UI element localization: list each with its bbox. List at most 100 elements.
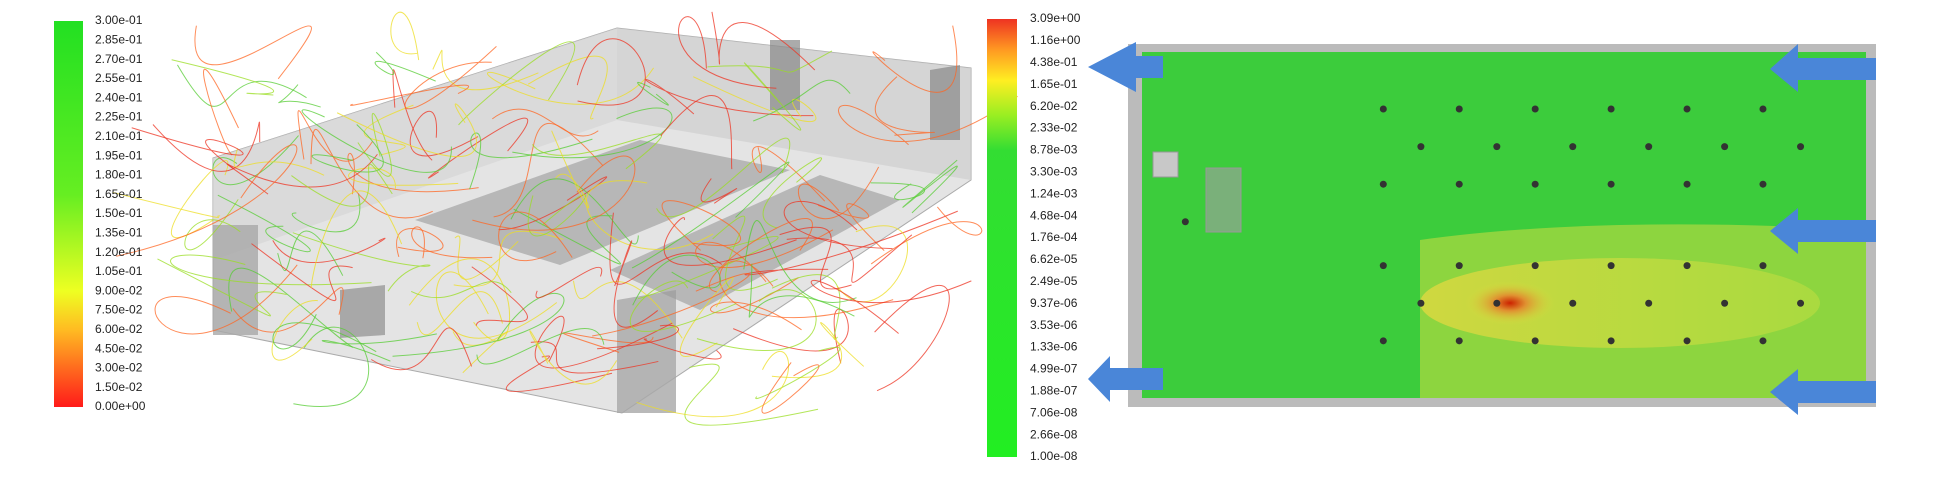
streamline — [510, 178, 639, 245]
streamline — [177, 64, 307, 107]
streamline — [390, 11, 420, 61]
streamline — [411, 226, 493, 259]
streamline — [751, 145, 826, 202]
streamlines — [112, 11, 1018, 426]
nozzle — [1683, 180, 1691, 188]
streamline — [638, 235, 779, 300]
streamline — [529, 330, 618, 385]
colorbar-label: 1.50e-01 — [95, 206, 143, 220]
streamline — [613, 240, 659, 328]
colorbar-label: 1.95e-01 — [95, 148, 143, 162]
nozzle — [1607, 105, 1615, 113]
colorbar-label: 1.24e-03 — [1030, 186, 1078, 200]
colorbar-label: 3.00e-02 — [95, 361, 143, 375]
nozzle — [1683, 262, 1691, 270]
nozzle — [1379, 105, 1387, 113]
streamline — [493, 123, 604, 218]
streamline — [310, 190, 403, 289]
nozzle — [1607, 262, 1615, 270]
streamline — [272, 237, 386, 263]
streamline — [292, 232, 431, 292]
streamline — [226, 153, 378, 195]
streamline — [656, 137, 791, 218]
nozzle — [1181, 218, 1189, 226]
nozzle — [1759, 180, 1767, 188]
nozzle — [1417, 143, 1425, 151]
streamline — [374, 51, 436, 82]
colorbar-label: 1.33e-06 — [1030, 340, 1078, 354]
streamline — [184, 199, 241, 251]
streamline — [527, 55, 608, 120]
streamline — [797, 166, 880, 220]
streamline — [597, 324, 680, 350]
streamline — [311, 124, 384, 173]
streamline — [576, 38, 646, 106]
streamline — [748, 263, 855, 318]
streamline — [643, 338, 722, 360]
arrow — [1770, 44, 1876, 92]
streamline — [435, 271, 558, 339]
nozzle — [1759, 337, 1767, 345]
streamline — [347, 152, 479, 195]
streamline — [531, 133, 663, 170]
streamline — [498, 211, 573, 262]
streamline — [762, 157, 823, 229]
streamline — [203, 68, 239, 156]
streamline — [609, 212, 723, 285]
arrow — [1770, 369, 1876, 415]
colorbar-label: 1.88e-07 — [1030, 383, 1078, 397]
streamline — [708, 218, 813, 293]
streamline — [348, 167, 459, 189]
streamline — [695, 229, 834, 283]
streamline — [872, 25, 958, 93]
streamline — [743, 62, 802, 131]
streamline — [112, 192, 221, 219]
streamline — [696, 289, 817, 351]
nozzle — [1683, 105, 1691, 113]
streamline — [152, 121, 261, 172]
colorbar-label: 8.78e-03 — [1030, 143, 1078, 157]
colorbar-label: 1.76e-04 — [1030, 230, 1078, 244]
colorbar-label: 1.35e-01 — [95, 225, 143, 239]
arrow — [1088, 42, 1163, 92]
streamline — [786, 234, 913, 283]
streamline — [707, 50, 833, 73]
colorbar-label: 7.06e-08 — [1030, 405, 1078, 419]
streamline — [212, 135, 299, 186]
colorbar-label: 1.00e-08 — [1030, 449, 1078, 463]
streamline — [513, 208, 622, 265]
streamline — [810, 279, 972, 334]
nozzle — [1455, 105, 1463, 113]
streamline — [171, 59, 274, 96]
streamline — [487, 67, 655, 105]
streamline — [310, 129, 433, 219]
streamline — [476, 328, 605, 365]
streamline — [350, 84, 470, 106]
colorbar-label: 2.85e-01 — [95, 32, 143, 46]
arrow — [1770, 208, 1876, 254]
streamline — [392, 293, 565, 357]
streamline — [663, 217, 797, 266]
streamline — [410, 281, 512, 298]
nozzle — [1455, 180, 1463, 188]
colorbar-label: 3.00e-01 — [95, 13, 143, 27]
nozzle — [1721, 299, 1729, 307]
colorbar-label: 1.16e+00 — [1030, 33, 1081, 47]
streamline — [527, 194, 587, 237]
streamline — [870, 182, 926, 201]
streamline — [817, 203, 885, 251]
nozzle — [1455, 337, 1463, 345]
nozzle — [1531, 180, 1539, 188]
colorbar-label: 1.05e-01 — [95, 264, 143, 278]
streamline — [131, 127, 244, 170]
colorbar-label: 2.66e-08 — [1030, 427, 1078, 441]
streamline — [232, 287, 344, 333]
streamline — [432, 49, 539, 91]
streamline — [428, 117, 529, 179]
streamline — [572, 280, 683, 339]
streamline — [291, 193, 361, 233]
streamline — [755, 346, 841, 399]
nozzle — [1493, 143, 1501, 151]
streamline — [661, 200, 742, 251]
